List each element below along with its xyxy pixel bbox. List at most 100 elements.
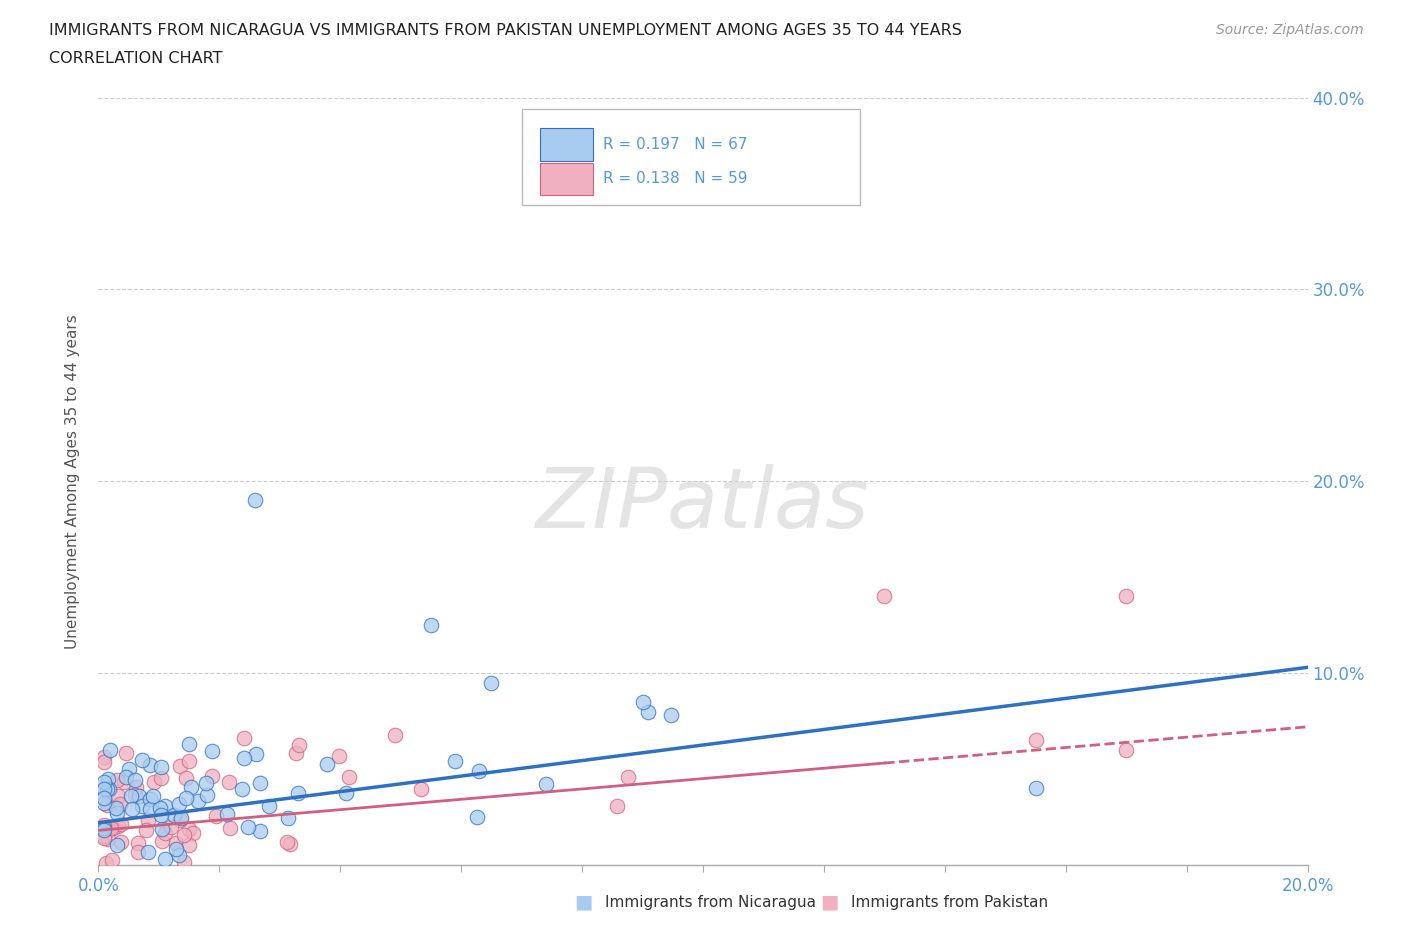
Y-axis label: Unemployment Among Ages 35 to 44 years: Unemployment Among Ages 35 to 44 years <box>65 314 80 648</box>
Point <box>98 782 121 797</box>
Point <box>1115 742 1137 757</box>
Point <box>93 829 115 844</box>
Point <box>179 737 201 751</box>
Point <box>249 776 271 790</box>
Point <box>107 789 129 804</box>
Point <box>285 746 308 761</box>
Point <box>124 779 146 794</box>
Point <box>127 844 149 859</box>
Text: ■: ■ <box>574 893 593 911</box>
Point <box>287 786 309 801</box>
Point <box>277 811 299 826</box>
Point <box>165 836 187 851</box>
Point <box>335 786 357 801</box>
Point <box>617 770 640 785</box>
Point <box>181 826 204 841</box>
FancyBboxPatch shape <box>540 128 593 161</box>
Point <box>152 833 174 848</box>
Text: R = 0.197   N = 67: R = 0.197 N = 67 <box>603 137 747 152</box>
Point <box>481 675 503 690</box>
Point <box>637 705 659 720</box>
Point <box>139 758 162 773</box>
Point <box>149 771 172 786</box>
Point <box>1024 733 1046 748</box>
Point <box>143 775 166 790</box>
Text: IMMIGRANTS FROM NICARAGUA VS IMMIGRANTS FROM PAKISTAN UNEMPLOYMENT AMONG AGES 35: IMMIGRANTS FROM NICARAGUA VS IMMIGRANTS … <box>49 23 962 38</box>
Point <box>138 802 160 817</box>
Point <box>177 821 200 836</box>
Point <box>93 754 115 769</box>
Point <box>104 801 127 816</box>
Point <box>236 820 259 835</box>
Point <box>278 836 301 851</box>
Point <box>94 856 117 870</box>
Point <box>131 752 153 767</box>
Point <box>276 835 298 850</box>
Point <box>174 770 197 785</box>
Point <box>201 768 224 783</box>
Point <box>115 746 138 761</box>
Point <box>108 797 131 812</box>
Point <box>110 817 132 831</box>
Point <box>659 708 682 723</box>
Point <box>105 805 128 820</box>
Point <box>97 831 120 846</box>
Point <box>93 830 115 845</box>
Point <box>93 817 115 832</box>
Point <box>328 749 350 764</box>
Point <box>288 737 311 752</box>
Point <box>124 788 146 803</box>
Text: R = 0.138   N = 59: R = 0.138 N = 59 <box>603 171 747 187</box>
Point <box>135 823 157 838</box>
Point <box>218 774 240 789</box>
Point <box>153 799 176 814</box>
Point <box>443 754 465 769</box>
Point <box>163 807 186 822</box>
Point <box>187 793 209 808</box>
Point <box>96 781 118 796</box>
Point <box>259 798 281 813</box>
Point <box>155 852 177 867</box>
Point <box>93 822 115 837</box>
Point <box>148 800 170 815</box>
Point <box>249 824 271 839</box>
Point <box>169 813 191 828</box>
Point <box>173 828 195 843</box>
Point <box>215 807 238 822</box>
Point <box>97 771 120 786</box>
Point <box>115 769 138 784</box>
Point <box>120 789 142 804</box>
Point <box>136 844 159 859</box>
Point <box>194 776 217 790</box>
Point <box>468 764 491 778</box>
Point <box>465 809 488 824</box>
Point <box>100 742 122 757</box>
Point <box>873 589 896 604</box>
Point <box>167 847 190 862</box>
Point <box>150 821 173 836</box>
Point <box>420 618 443 632</box>
Point <box>93 750 115 764</box>
FancyBboxPatch shape <box>540 163 593 195</box>
Point <box>174 790 197 805</box>
Point <box>155 826 177 841</box>
Point <box>245 493 267 508</box>
Point <box>384 727 406 742</box>
Text: CORRELATION CHART: CORRELATION CHART <box>49 51 222 66</box>
Point <box>100 820 122 835</box>
Point <box>101 820 124 835</box>
Text: Source: ZipAtlas.com: Source: ZipAtlas.com <box>1216 23 1364 37</box>
Point <box>231 781 253 796</box>
Point <box>219 821 242 836</box>
Point <box>606 799 628 814</box>
Point <box>1024 780 1046 795</box>
Point <box>110 834 132 849</box>
Point <box>1115 589 1137 604</box>
Point <box>536 776 558 790</box>
Point <box>179 753 201 768</box>
Point <box>142 789 165 804</box>
Point <box>631 695 654 710</box>
Point <box>112 775 135 790</box>
Point <box>169 759 191 774</box>
Point <box>138 791 160 806</box>
